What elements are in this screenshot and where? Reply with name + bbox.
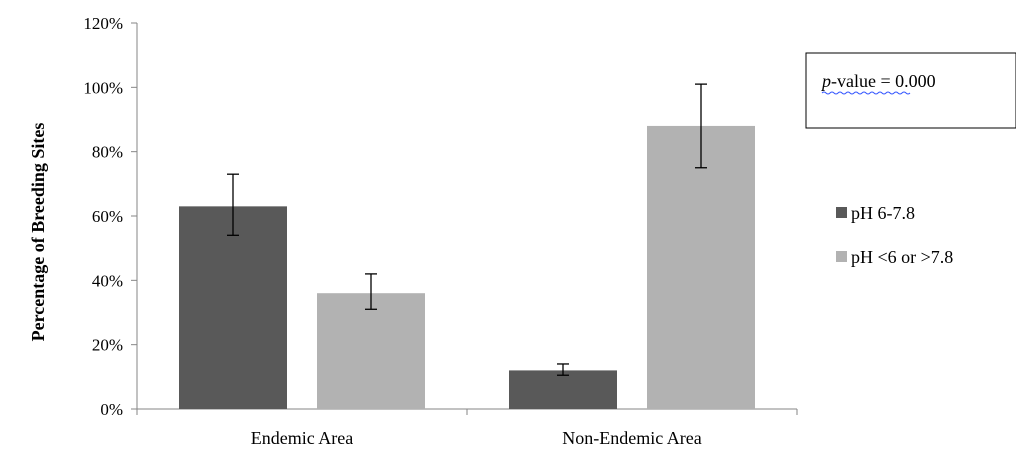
y-tick-label: 100%: [83, 78, 123, 97]
p-value-text: p-value = 0.000: [820, 71, 936, 91]
error-bar: [365, 273, 377, 310]
bar-ph-6-7-8-non-endemic-area: [509, 370, 617, 409]
bars: [179, 125, 755, 409]
p-value-annotation: p-value = 0.000: [805, 52, 1016, 129]
y-tick-label: 80%: [92, 143, 123, 162]
x-category-labels: Endemic Area Non-Endemic Area: [251, 428, 702, 448]
y-tick-label: 0%: [100, 400, 123, 419]
error-bar: [227, 173, 239, 236]
legend-label-ph-lt6-or-gt7-8: pH <6 or >7.8: [851, 247, 953, 267]
y-tick-label: 120%: [83, 14, 123, 33]
legend-swatch-ph-6-7-8: [836, 207, 847, 218]
error-bar: [557, 363, 569, 376]
p-value-box: [805, 52, 1016, 129]
legend-swatch-ph-lt6-or-gt7-8: [836, 251, 847, 262]
y-tick-label: 20%: [92, 336, 123, 355]
y-axis-title: Percentage of Breeding Sites: [28, 123, 48, 342]
error-bar: [695, 83, 707, 169]
legend-label-ph-6-7-8: pH 6-7.8: [851, 203, 915, 223]
y-ticks: 0% 20% 40% 60% 80% 100% 120%: [83, 14, 798, 419]
error-bars: [227, 83, 707, 376]
y-tick-label: 40%: [92, 271, 123, 290]
p-value-rest: -value = 0.000: [831, 71, 936, 91]
bar-ph-6-or-7-8-endemic-area: [317, 293, 425, 409]
legend: pH 6-7.8 pH <6 or >7.8: [836, 203, 953, 267]
spellcheck-underline: [821, 91, 911, 95]
x-category-label: Endemic Area: [251, 428, 353, 448]
y-tick-label: 60%: [92, 207, 123, 226]
bar-ph-6-or-7-8-non-endemic-area: [647, 125, 755, 409]
p-value-italic-p: p: [820, 71, 831, 91]
bar-ph-6-7-8-endemic-area: [179, 206, 287, 409]
x-category-label: Non-Endemic Area: [562, 428, 701, 448]
